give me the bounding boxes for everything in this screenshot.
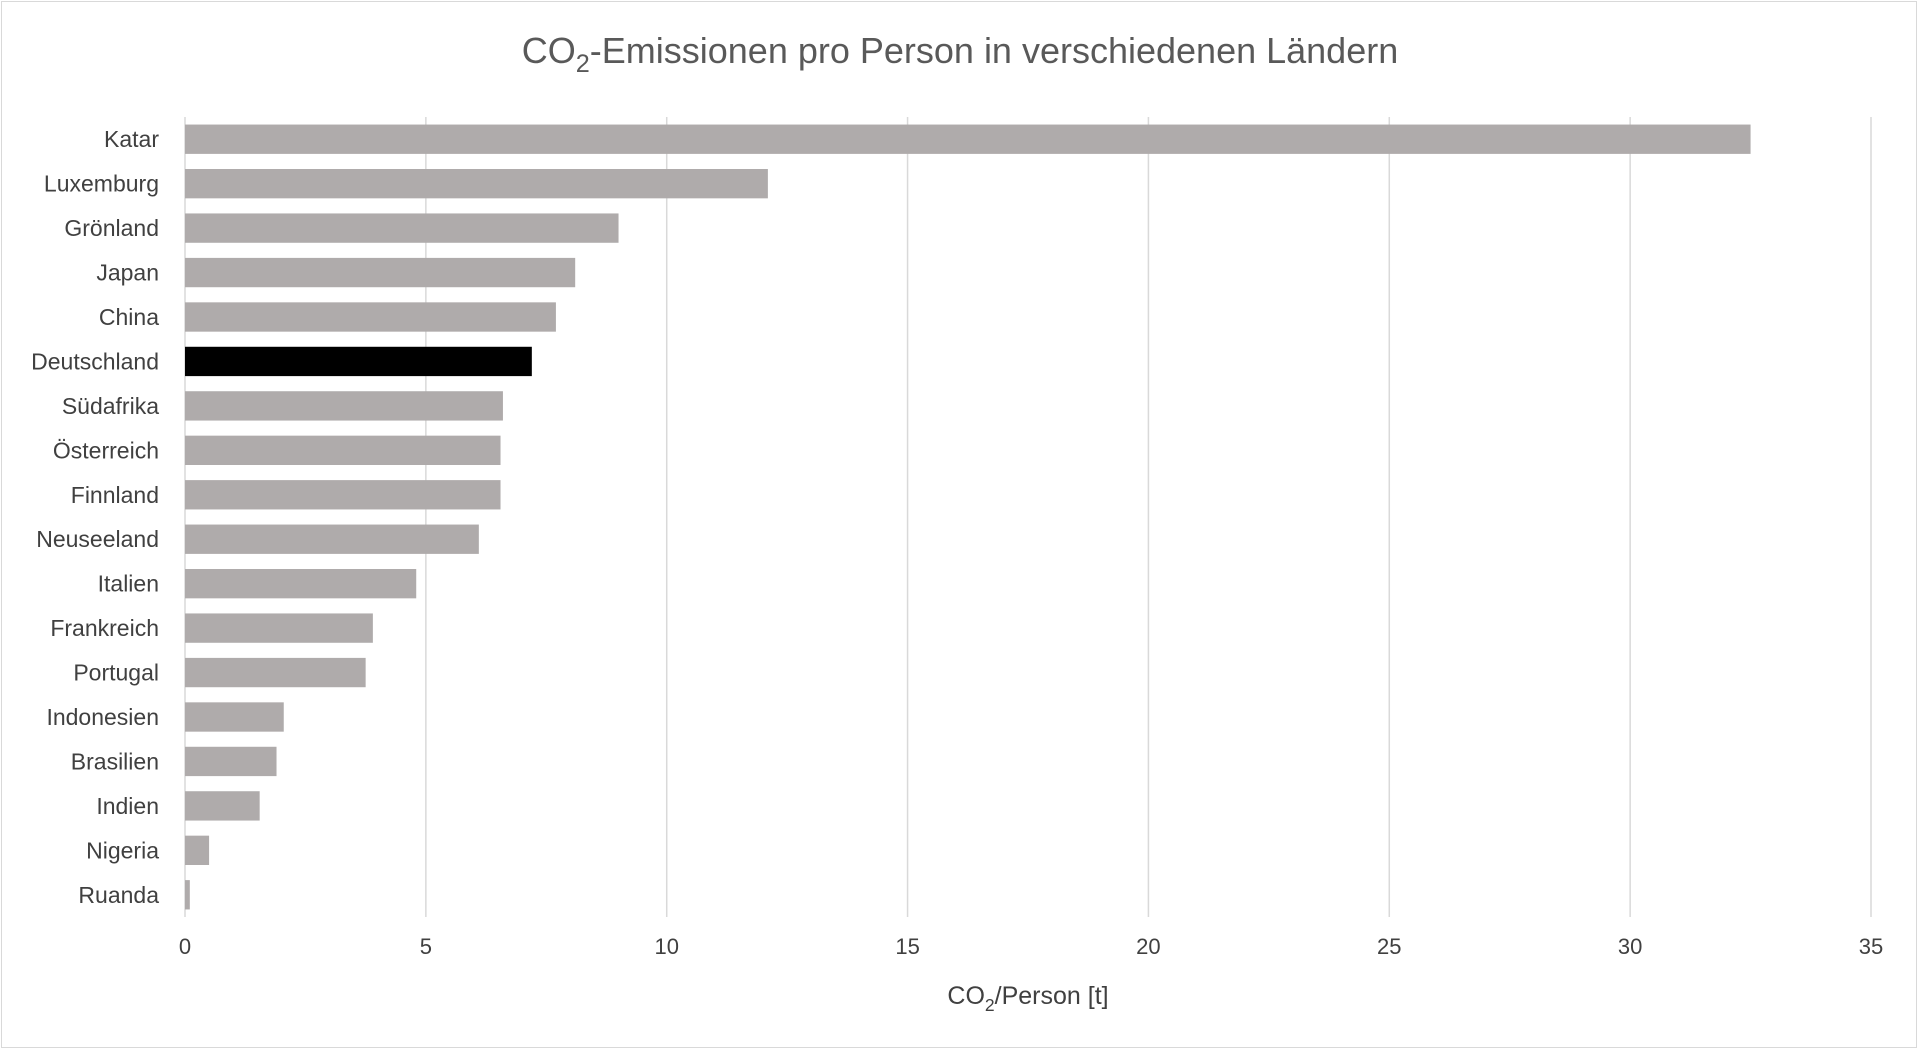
bar-nigeria	[185, 835, 210, 865]
category-label: Österreich	[53, 437, 159, 463]
category-label: Portugal	[73, 660, 159, 686]
bar-frankreich	[185, 613, 373, 643]
bar-grönland	[185, 213, 619, 243]
category-label: Katar	[104, 126, 159, 152]
category-label: Nigeria	[86, 837, 159, 863]
category-label: Italien	[98, 571, 159, 597]
category-label: Finnland	[71, 482, 159, 508]
category-label: Südafrika	[62, 393, 159, 419]
x-tick-label: 35	[1859, 934, 1883, 959]
x-tick-label: 5	[420, 934, 432, 959]
bar-indien	[185, 791, 260, 821]
category-label: Neuseeland	[36, 526, 159, 552]
category-label: China	[99, 304, 159, 330]
chart-title: CO2-Emissionen pro Person in verschieden…	[522, 30, 1399, 78]
x-tick-label: 30	[1618, 934, 1642, 959]
category-label: Brasilien	[71, 748, 159, 774]
category-label: Deutschland	[31, 348, 159, 374]
bar-ruanda	[185, 880, 190, 910]
category-label: Luxemburg	[44, 171, 159, 197]
bar-katar	[185, 124, 1751, 154]
x-tick-label: 0	[179, 934, 191, 959]
bar-indonesien	[185, 702, 284, 732]
bar-südafrika	[185, 391, 503, 421]
bar-china	[185, 302, 556, 332]
x-tick-label: 25	[1377, 934, 1401, 959]
bar-japan	[185, 257, 576, 288]
x-tick-label: 15	[895, 934, 919, 959]
bars	[185, 124, 1751, 910]
category-label: Ruanda	[78, 882, 159, 908]
category-label: Frankreich	[50, 615, 159, 641]
gridlines	[184, 117, 1872, 917]
x-tick-label: 10	[654, 934, 678, 959]
x-tick-label: 20	[1136, 934, 1160, 959]
x-axis-title: CO2/Person [t]	[947, 982, 1108, 1015]
category-label: Japan	[96, 260, 159, 286]
bar-neuseeland	[185, 524, 479, 554]
x-tick-labels: 0 5 10 15 20 25 30 35	[179, 934, 1883, 959]
category-label: Indien	[96, 793, 159, 819]
bar-italien	[185, 569, 417, 599]
category-labels: Katar Luxemburg Grönland Japan China Deutschl…	[31, 126, 159, 908]
bar-österreich	[185, 435, 501, 465]
bar-finnland	[185, 480, 501, 510]
bar-portugal	[185, 657, 366, 688]
category-label: Grönland	[64, 215, 159, 241]
bar-luxemburg	[185, 169, 768, 199]
bar-brasilien	[185, 746, 277, 777]
category-label: Indonesien	[46, 704, 159, 730]
bar-deutschland	[185, 346, 532, 377]
